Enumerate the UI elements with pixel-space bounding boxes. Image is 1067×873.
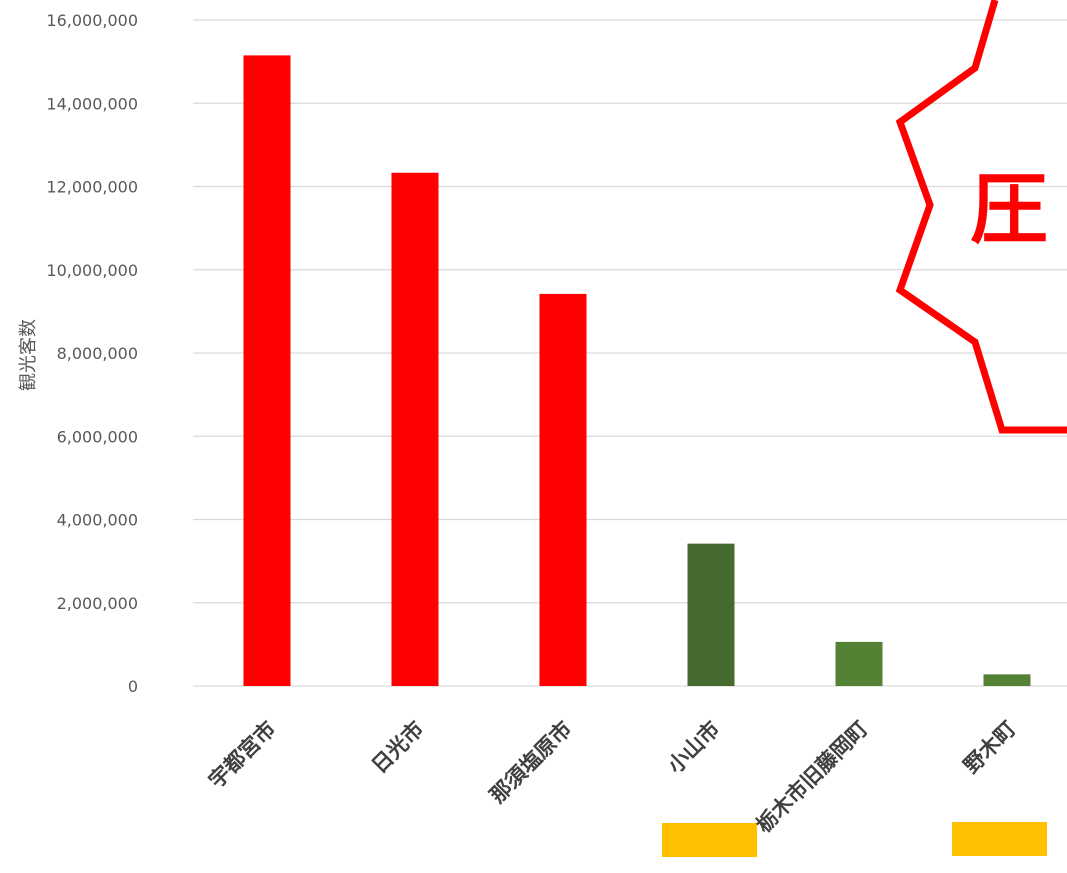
bar xyxy=(539,293,587,686)
bars xyxy=(243,55,1031,687)
x-axis-category-labels: 宇都宮市 日光市 那須塩原市 小山市 栃木市旧藤岡町 野木町 xyxy=(204,717,1020,838)
bar xyxy=(687,543,735,686)
x-category-label: 那須塩原市 xyxy=(485,717,576,808)
bar xyxy=(983,674,1031,686)
bar xyxy=(391,172,439,687)
bar xyxy=(835,641,883,686)
bar xyxy=(243,55,291,687)
y-tick-label: 4,000,000 xyxy=(57,511,138,530)
y-tick-label: 12,000,000 xyxy=(46,178,138,197)
y-tick-label: 8,000,000 xyxy=(57,344,138,363)
highlight-marker xyxy=(662,823,757,857)
gridlines xyxy=(193,19,1067,687)
x-category-label: 日光市 xyxy=(367,717,429,779)
x-category-label: 宇都宮市 xyxy=(204,717,280,793)
y-axis-title: 観光客数 xyxy=(18,319,39,391)
y-tick-label: 2,000,000 xyxy=(57,594,138,613)
x-category-label: 小山市 xyxy=(663,717,725,779)
x-category-label: 栃木市旧藤岡町 xyxy=(752,717,873,838)
y-tick-label: 10,000,000 xyxy=(46,261,138,280)
highlight-marker xyxy=(952,822,1047,856)
callout-burst-outline xyxy=(895,0,1067,434)
x-category-label: 野木町 xyxy=(959,717,1021,779)
y-tick-label: 6,000,000 xyxy=(57,427,138,446)
y-axis-tick-labels: 0 2,000,000 4,000,000 6,000,000 8,000,000 10,… xyxy=(46,11,138,696)
y-tick-label: 14,000,000 xyxy=(46,94,138,113)
y-tick-label: 16,000,000 xyxy=(46,11,138,30)
y-tick-label: 0 xyxy=(128,677,138,696)
callout-text: 圧 xyxy=(970,165,1048,255)
highlight-markers xyxy=(662,822,1047,857)
